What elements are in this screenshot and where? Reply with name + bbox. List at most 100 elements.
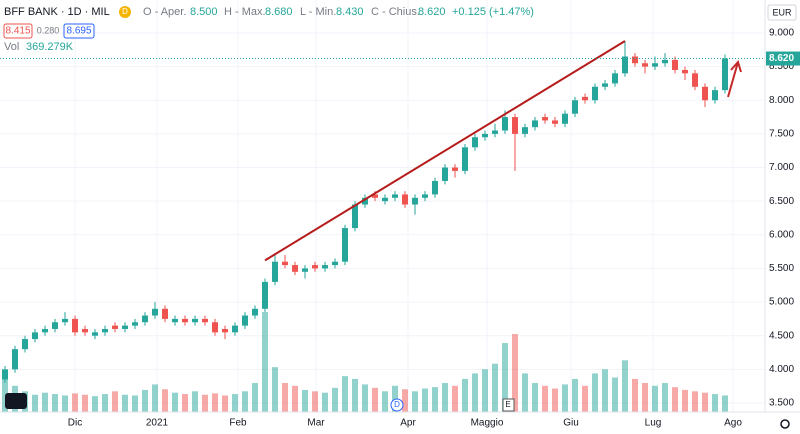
volume-bar <box>452 385 458 412</box>
volume-bar <box>302 389 308 412</box>
trendline <box>264 40 626 262</box>
candle-body <box>232 325 238 333</box>
candle-body <box>192 318 198 323</box>
candle-body <box>552 120 558 124</box>
low-value: 8.430 <box>336 6 364 18</box>
candle-body <box>482 133 488 138</box>
last-price-label: 8.620 <box>769 53 794 64</box>
volume-bar <box>562 384 568 412</box>
candle-body <box>672 59 678 70</box>
candle-body <box>352 204 358 229</box>
candle-body <box>372 194 378 198</box>
interval-badge-bg[interactable] <box>119 6 131 18</box>
candle-body <box>82 328 88 333</box>
volume-bar <box>412 391 418 412</box>
dividend-marker[interactable] <box>390 398 404 412</box>
candle-body <box>522 127 528 134</box>
volume-bar <box>232 394 238 412</box>
volume-bar <box>722 395 728 412</box>
volume-bar <box>372 387 378 412</box>
candle-body <box>662 59 668 64</box>
spread: 0.280 <box>37 25 60 35</box>
y-tick-label: 8.500 <box>769 61 794 72</box>
candle-body <box>412 197 418 205</box>
y-tick-label: 6.000 <box>769 229 794 240</box>
candle-body <box>202 318 208 323</box>
candle-body <box>712 90 718 101</box>
candle-body <box>22 339 28 350</box>
volume-bar <box>132 395 138 412</box>
x-tick-label: Giu <box>563 418 579 429</box>
candle-body <box>62 318 68 323</box>
logo[interactable] <box>5 393 27 409</box>
candle-body <box>532 120 538 128</box>
volume-bar <box>152 384 158 412</box>
volume-bar <box>292 385 298 412</box>
y-tick-label: 5.000 <box>769 297 794 308</box>
volume-bar <box>2 377 8 412</box>
candle-body <box>642 63 648 67</box>
candle-body <box>282 261 288 266</box>
volume-bar <box>252 383 258 412</box>
volume-bar <box>182 394 188 412</box>
volume-bar <box>492 363 498 412</box>
volume-bar <box>592 373 598 412</box>
earnings-marker[interactable] <box>502 398 515 412</box>
bid: 8.415 <box>5 26 30 37</box>
volume-bar <box>522 373 528 412</box>
volume-bar <box>112 391 118 412</box>
candle-body <box>562 113 568 124</box>
volume-bar <box>442 383 448 412</box>
ask-box[interactable] <box>63 23 95 39</box>
y-tick-label: 9.000 <box>769 28 794 39</box>
volume-bar <box>272 367 278 412</box>
volume-bar <box>322 392 328 412</box>
candle-body <box>402 194 408 205</box>
volume-bar <box>422 388 428 412</box>
candle-body <box>12 349 18 370</box>
volume-bar <box>362 384 368 412</box>
candle-body <box>462 147 468 171</box>
candle-body <box>682 69 688 74</box>
volume-bar <box>192 391 198 412</box>
candle-body <box>122 325 128 329</box>
candle-body <box>652 63 658 67</box>
y-tick-label: 3.500 <box>769 398 794 409</box>
annotation-arrow <box>727 59 742 98</box>
volume-label: Vol <box>4 41 19 53</box>
x-tick-label: Apr <box>400 418 416 429</box>
candle-body <box>102 328 108 333</box>
candle-body <box>312 265 318 269</box>
currency-box[interactable] <box>767 4 797 21</box>
candle-body <box>222 328 228 333</box>
candle-body <box>362 197 368 205</box>
settings-icon[interactable] <box>780 419 790 429</box>
y-tick-label: 4.000 <box>769 364 794 375</box>
candle-body <box>332 261 338 266</box>
volume-bar <box>642 383 648 412</box>
volume-bar <box>682 389 688 412</box>
candle-body <box>262 281 268 309</box>
bid-box[interactable] <box>3 23 33 39</box>
volume-bar <box>432 387 438 412</box>
candle-body <box>112 325 118 329</box>
candle-body <box>182 318 188 323</box>
volume-bar <box>352 378 358 412</box>
volume-bar <box>582 385 588 412</box>
volume-bar <box>662 383 668 412</box>
volume-bar <box>262 312 268 412</box>
currency: EUR <box>772 7 792 17</box>
candle-body <box>722 58 728 91</box>
x-tick-label: 2021 <box>146 418 169 429</box>
volume-bar <box>512 334 518 412</box>
volume-bar <box>62 395 68 412</box>
volume-bar <box>482 369 488 412</box>
candle-body <box>132 322 138 326</box>
candle-body <box>32 332 38 340</box>
volume-bar <box>462 378 468 412</box>
x-tick-label: Maggio <box>471 418 504 429</box>
candle-body <box>2 369 8 380</box>
y-tick-label: 7.500 <box>769 129 794 140</box>
candle-body <box>152 308 158 316</box>
